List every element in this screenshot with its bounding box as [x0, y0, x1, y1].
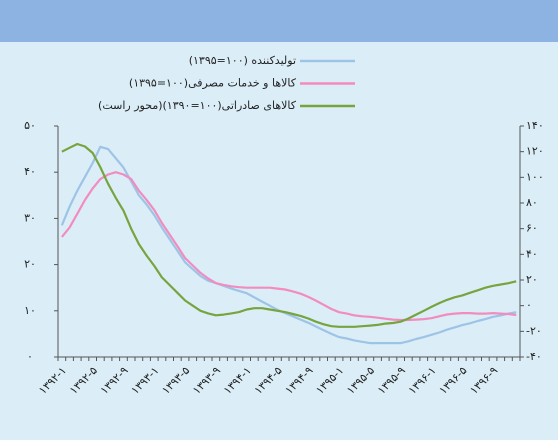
y2-tick-label: ۸۰ [526, 196, 538, 209]
y-tick-label: ۴۰ [24, 165, 36, 178]
y2-tick-label: -۴۰ [526, 350, 542, 363]
y2-tick-label: ۴۰ [526, 247, 538, 260]
y2-tick-label: ۱۲۰ [526, 145, 544, 158]
y2-tick-label: ۲۰ [526, 273, 538, 286]
legend-label: کالاهای صادراتی(۱۰۰=۱۳۹۰)(محور راست) [98, 99, 297, 112]
y-tick-label: ۰ [27, 350, 33, 363]
series-line [61, 171, 517, 322]
series-line [61, 142, 517, 328]
y2-tick-label: ۶۰ [526, 222, 538, 235]
header-banner [0, 0, 558, 42]
legend-label: کالاها و خدمات مصرفی(۱۰۰=۱۳۹۵) [129, 77, 297, 90]
y2-tick-label: ۱۰۰ [526, 170, 544, 183]
series-line [60, 145, 517, 345]
legend-label: تولیدکننده (۱۰۰=۱۳۹۵) [189, 54, 296, 67]
y2-tick-label: ۱۴۰ [526, 119, 544, 132]
y2-tick-label: -۲۰ [526, 324, 542, 337]
y-tick-label: ۱۰ [24, 304, 36, 317]
y-tick-label: ۲۰ [24, 258, 36, 271]
y-tick-label: ۵۰ [24, 119, 36, 132]
y-tick-label: ۳۰ [24, 211, 36, 224]
y2-tick-label: ۰ [526, 299, 532, 312]
